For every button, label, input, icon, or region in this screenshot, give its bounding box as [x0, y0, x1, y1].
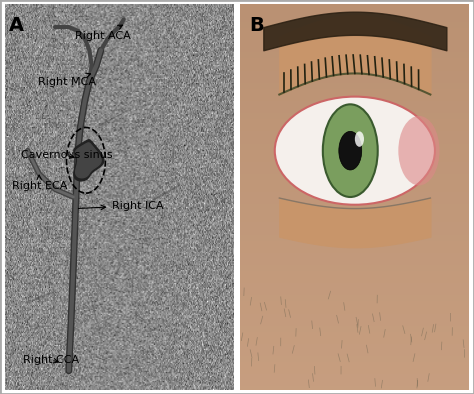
Ellipse shape: [275, 97, 435, 205]
Text: Cavernous sinus: Cavernous sinus: [21, 151, 112, 160]
Text: Right CCA: Right CCA: [23, 355, 79, 365]
Text: Right ACA: Right ACA: [75, 25, 131, 41]
Text: B: B: [250, 15, 264, 35]
Ellipse shape: [398, 116, 439, 186]
Circle shape: [355, 131, 364, 147]
Text: Right ECA: Right ECA: [11, 175, 67, 191]
Text: A: A: [9, 15, 25, 35]
Text: Right MCA: Right MCA: [37, 73, 96, 87]
Polygon shape: [76, 143, 101, 178]
Polygon shape: [74, 140, 104, 181]
Circle shape: [323, 104, 378, 197]
Circle shape: [339, 131, 362, 170]
Text: Right ICA: Right ICA: [79, 201, 164, 210]
